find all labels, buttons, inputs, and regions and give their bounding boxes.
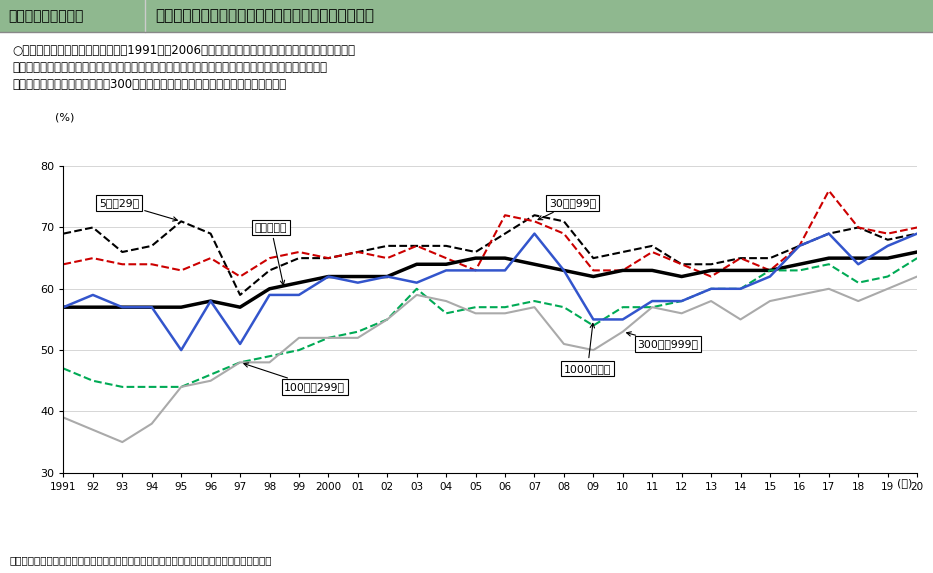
Text: 企業規模別の入職者に占める転職入職者の割合の推移: 企業規模別の入職者に占める転職入職者の割合の推移: [155, 9, 374, 23]
Bar: [0, 0, 933, 32]
Text: 5人～29人: 5人～29人: [99, 198, 177, 221]
Text: ○入職者に占める転職者の割合は、1991年～2006年にかけてやや上昇した後、６割程度を横ばいに: ○入職者に占める転職者の割合は、1991年～2006年にかけてやや上昇した後、６…: [12, 44, 355, 57]
Text: 企業規模計: 企業規模計: [255, 222, 287, 285]
Text: 100人～299人: 100人～299人: [244, 363, 345, 392]
Text: (年): (年): [897, 478, 912, 488]
Text: 300人～999人: 300人～999人: [627, 332, 699, 349]
Text: 第２－（２）－３図: 第２－（２）－３図: [8, 9, 83, 23]
Text: (%): (%): [55, 113, 75, 123]
Text: 1000人以上: 1000人以上: [564, 323, 611, 374]
Text: 資料出所　厨生労働省「雇用動向調査」をもとに厨生労働省政策統括官付政策統括室にて作成: 資料出所 厨生労働省「雇用動向調査」をもとに厨生労働省政策統括官付政策統括室にて…: [10, 555, 272, 565]
Text: 推移している。企業規模別でみると、規模が小さいほど入職者に占める転職入職者の割合が高い傾: 推移している。企業規模別でみると、規模が小さいほど入職者に占める転職入職者の割合…: [12, 61, 327, 74]
Text: 向にあるが、近年は企業規模300人以上の企業において上昇傾向がみられている。: 向にあるが、近年は企業規模300人以上の企業において上昇傾向がみられている。: [12, 78, 286, 91]
Text: 30人～99人: 30人～99人: [538, 198, 596, 219]
